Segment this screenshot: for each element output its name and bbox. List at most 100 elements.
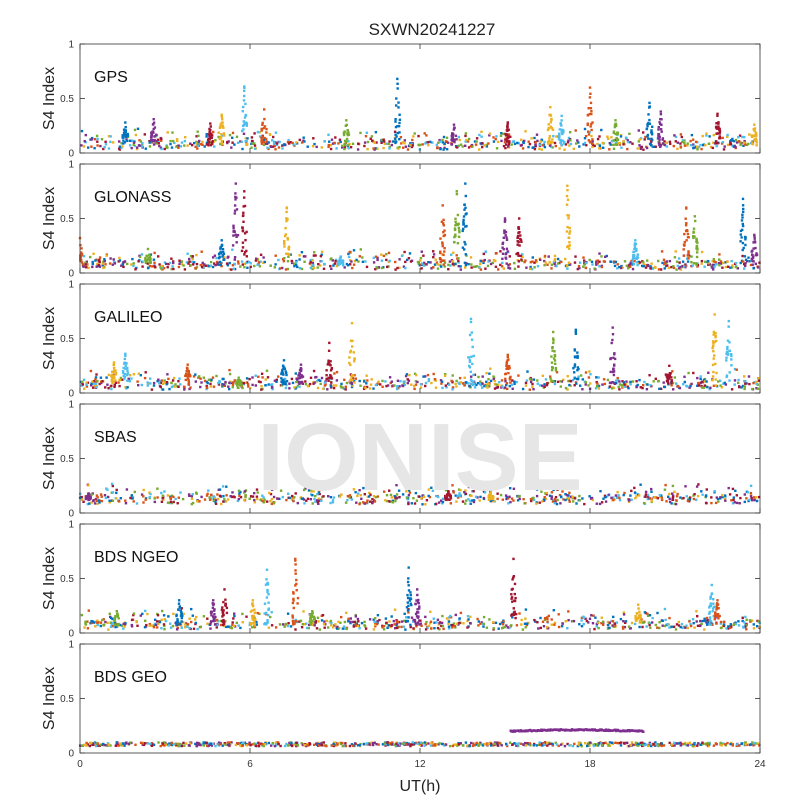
data-point	[505, 129, 509, 132]
data-point	[327, 143, 330, 147]
data-point	[591, 263, 594, 266]
data-point	[443, 265, 446, 268]
data-point	[233, 612, 236, 615]
data-point	[552, 609, 555, 612]
data-point	[709, 264, 713, 267]
data-point	[682, 496, 685, 500]
data-point	[349, 349, 353, 353]
data-point	[596, 262, 599, 265]
data-point	[143, 376, 147, 380]
data-point	[319, 255, 323, 258]
data-point	[172, 260, 175, 263]
data-point	[577, 375, 580, 378]
data-point	[122, 265, 125, 269]
data-point	[240, 381, 243, 384]
data-point	[420, 263, 424, 266]
data-point	[264, 378, 267, 381]
data-point	[156, 496, 159, 499]
data-point	[506, 122, 509, 125]
data-point	[546, 626, 549, 629]
data-point	[505, 497, 508, 501]
data-point	[450, 143, 453, 146]
data-point	[238, 378, 241, 382]
data-point	[719, 496, 722, 499]
data-point	[605, 495, 609, 498]
data-point	[679, 268, 683, 271]
data-point	[231, 141, 234, 144]
data-point	[316, 493, 319, 496]
data-point	[233, 204, 237, 207]
data-point	[719, 384, 722, 387]
data-point	[629, 141, 632, 144]
data-point	[421, 494, 424, 497]
data-point	[642, 148, 645, 151]
data-point	[706, 621, 710, 624]
data-point	[390, 624, 393, 627]
data-point	[384, 380, 387, 383]
data-point	[457, 226, 460, 229]
data-point	[583, 259, 586, 262]
data-point	[559, 141, 562, 144]
data-point	[266, 376, 270, 379]
data-point	[635, 261, 639, 264]
data-point	[126, 134, 129, 138]
data-point	[159, 385, 162, 389]
data-point	[141, 143, 144, 146]
data-point	[419, 259, 422, 262]
data-point	[303, 502, 306, 505]
data-point	[567, 497, 570, 500]
data-point	[503, 219, 507, 222]
data-point	[464, 182, 467, 185]
data-point	[461, 246, 465, 249]
data-point	[314, 254, 317, 257]
data-point	[523, 502, 526, 505]
data-point	[440, 253, 444, 256]
data-point	[441, 502, 444, 505]
data-point	[150, 139, 153, 142]
data-point	[696, 376, 699, 380]
data-point	[365, 265, 369, 269]
data-point	[553, 382, 557, 386]
data-point	[244, 114, 248, 117]
data-point	[395, 493, 399, 496]
data-point	[610, 341, 613, 345]
data-point	[328, 341, 331, 345]
data-point	[568, 244, 571, 247]
data-point	[641, 264, 644, 268]
data-point	[632, 263, 635, 266]
data-point	[192, 375, 196, 378]
data-point	[260, 128, 264, 131]
data-point	[582, 622, 585, 626]
data-point	[98, 265, 102, 268]
data-point	[741, 248, 744, 252]
data-point	[543, 264, 546, 267]
data-point	[550, 141, 553, 144]
data-point	[661, 619, 664, 622]
data-point	[727, 265, 730, 268]
data-point	[420, 250, 423, 253]
data-point	[743, 263, 746, 266]
data-point	[604, 255, 607, 258]
data-point	[492, 376, 496, 379]
data-point	[494, 252, 498, 255]
data-point	[712, 342, 715, 345]
data-point	[395, 140, 398, 143]
data-point	[525, 623, 529, 627]
data-point	[429, 622, 432, 625]
data-point	[184, 626, 187, 629]
data-point	[152, 384, 156, 387]
data-point	[362, 387, 366, 391]
data-point	[731, 137, 734, 141]
data-point	[532, 498, 536, 502]
data-point	[106, 383, 109, 386]
data-point	[484, 144, 487, 147]
data-point	[426, 626, 429, 630]
data-point	[476, 496, 479, 499]
data-point	[265, 621, 269, 625]
data-point	[553, 141, 557, 145]
data-point	[478, 148, 481, 151]
data-point	[506, 367, 510, 370]
data-point	[443, 250, 446, 253]
data-point	[302, 610, 305, 613]
